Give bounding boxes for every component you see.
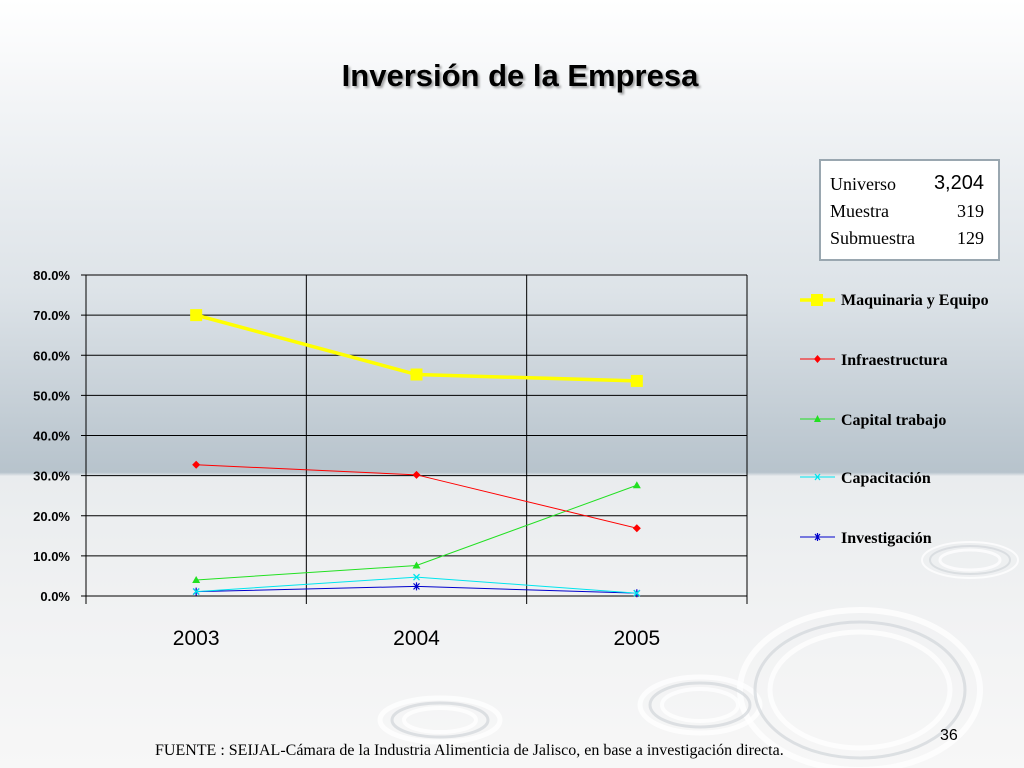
legend-item-investigacion: Investigación	[800, 528, 1020, 568]
x-tick-label: 2005	[613, 627, 660, 650]
legend-swatch-capital	[800, 415, 835, 422]
legend-label-infraestructura: Infraestructura	[841, 352, 948, 369]
y-tick-label: 20.0%	[33, 509, 70, 524]
data-point-s4-2004	[413, 582, 420, 591]
data-point-s3-2003	[192, 588, 200, 596]
y-tick-label: 70.0%	[33, 308, 70, 323]
legend-swatch-maquinaria	[800, 294, 835, 306]
data-point-s0-2004	[410, 368, 423, 381]
y-tick-label: 60.0%	[33, 348, 70, 363]
slide-title: Inversión de la Empresa	[341, 58, 699, 93]
info-value-muestra: 319	[957, 201, 984, 221]
page-number: 36	[940, 727, 958, 744]
legend-label-maquinaria: Maquinaria y Equipo	[841, 292, 989, 309]
legend-item-maquinaria: Maquinaria y Equipo	[800, 290, 1020, 330]
x-tick-label: 2003	[173, 627, 220, 650]
legend-item-capital: Capital trabajo	[800, 410, 1020, 450]
y-tick-label: 10.0%	[33, 549, 70, 564]
data-point-s0-2005	[630, 374, 643, 387]
info-label-muestra: Muestra	[830, 201, 889, 221]
data-point-s1-2004	[412, 470, 421, 479]
data-point-s2-2003	[192, 575, 201, 583]
data-point-s2-2004	[412, 561, 421, 569]
info-value-submuestra: 129	[957, 228, 984, 248]
data-point-s1-2003	[192, 460, 201, 469]
info-label-submuestra: Submuestra	[830, 228, 915, 248]
legend-label-capital: Capital trabajo	[841, 412, 947, 429]
legend-item-capacitacion: Capacitación	[800, 468, 1020, 508]
info-value-universo: 3,204	[933, 172, 984, 194]
legend-swatch-infraestructura	[800, 355, 835, 363]
y-tick-label: 30.0%	[33, 469, 70, 484]
chart-legend: Maquinaria y Equipo Infraestructura Capi…	[800, 290, 1020, 560]
legend-label-capacitacion: Capacitación	[841, 470, 931, 487]
sample-info-box: Universo 3,204 Muestra 319 Submuestra 12…	[819, 159, 1000, 261]
data-point-s3-2005	[633, 589, 641, 597]
legend-swatch-investigacion	[800, 533, 835, 541]
y-tick-label: 40.0%	[33, 429, 70, 444]
y-tick-label: 0.0%	[40, 589, 70, 604]
data-point-s2-2005	[632, 481, 641, 489]
legend-swatch-capacitacion	[800, 473, 835, 481]
data-point-s3-2004	[413, 573, 420, 581]
source-footnote: FUENTE : SEIJAL-Cámara de la Industria A…	[155, 742, 784, 759]
data-point-s0-2003	[190, 309, 203, 322]
data-point-s1-2005	[632, 524, 641, 533]
x-tick-label: 2004	[393, 627, 440, 650]
legend-item-infraestructura: Infraestructura	[800, 350, 1020, 390]
y-tick-label: 80.0%	[33, 268, 70, 283]
y-tick-label: 50.0%	[33, 388, 70, 403]
legend-label-investigacion: Investigación	[841, 530, 932, 547]
info-label-universo: Universo	[830, 174, 896, 194]
